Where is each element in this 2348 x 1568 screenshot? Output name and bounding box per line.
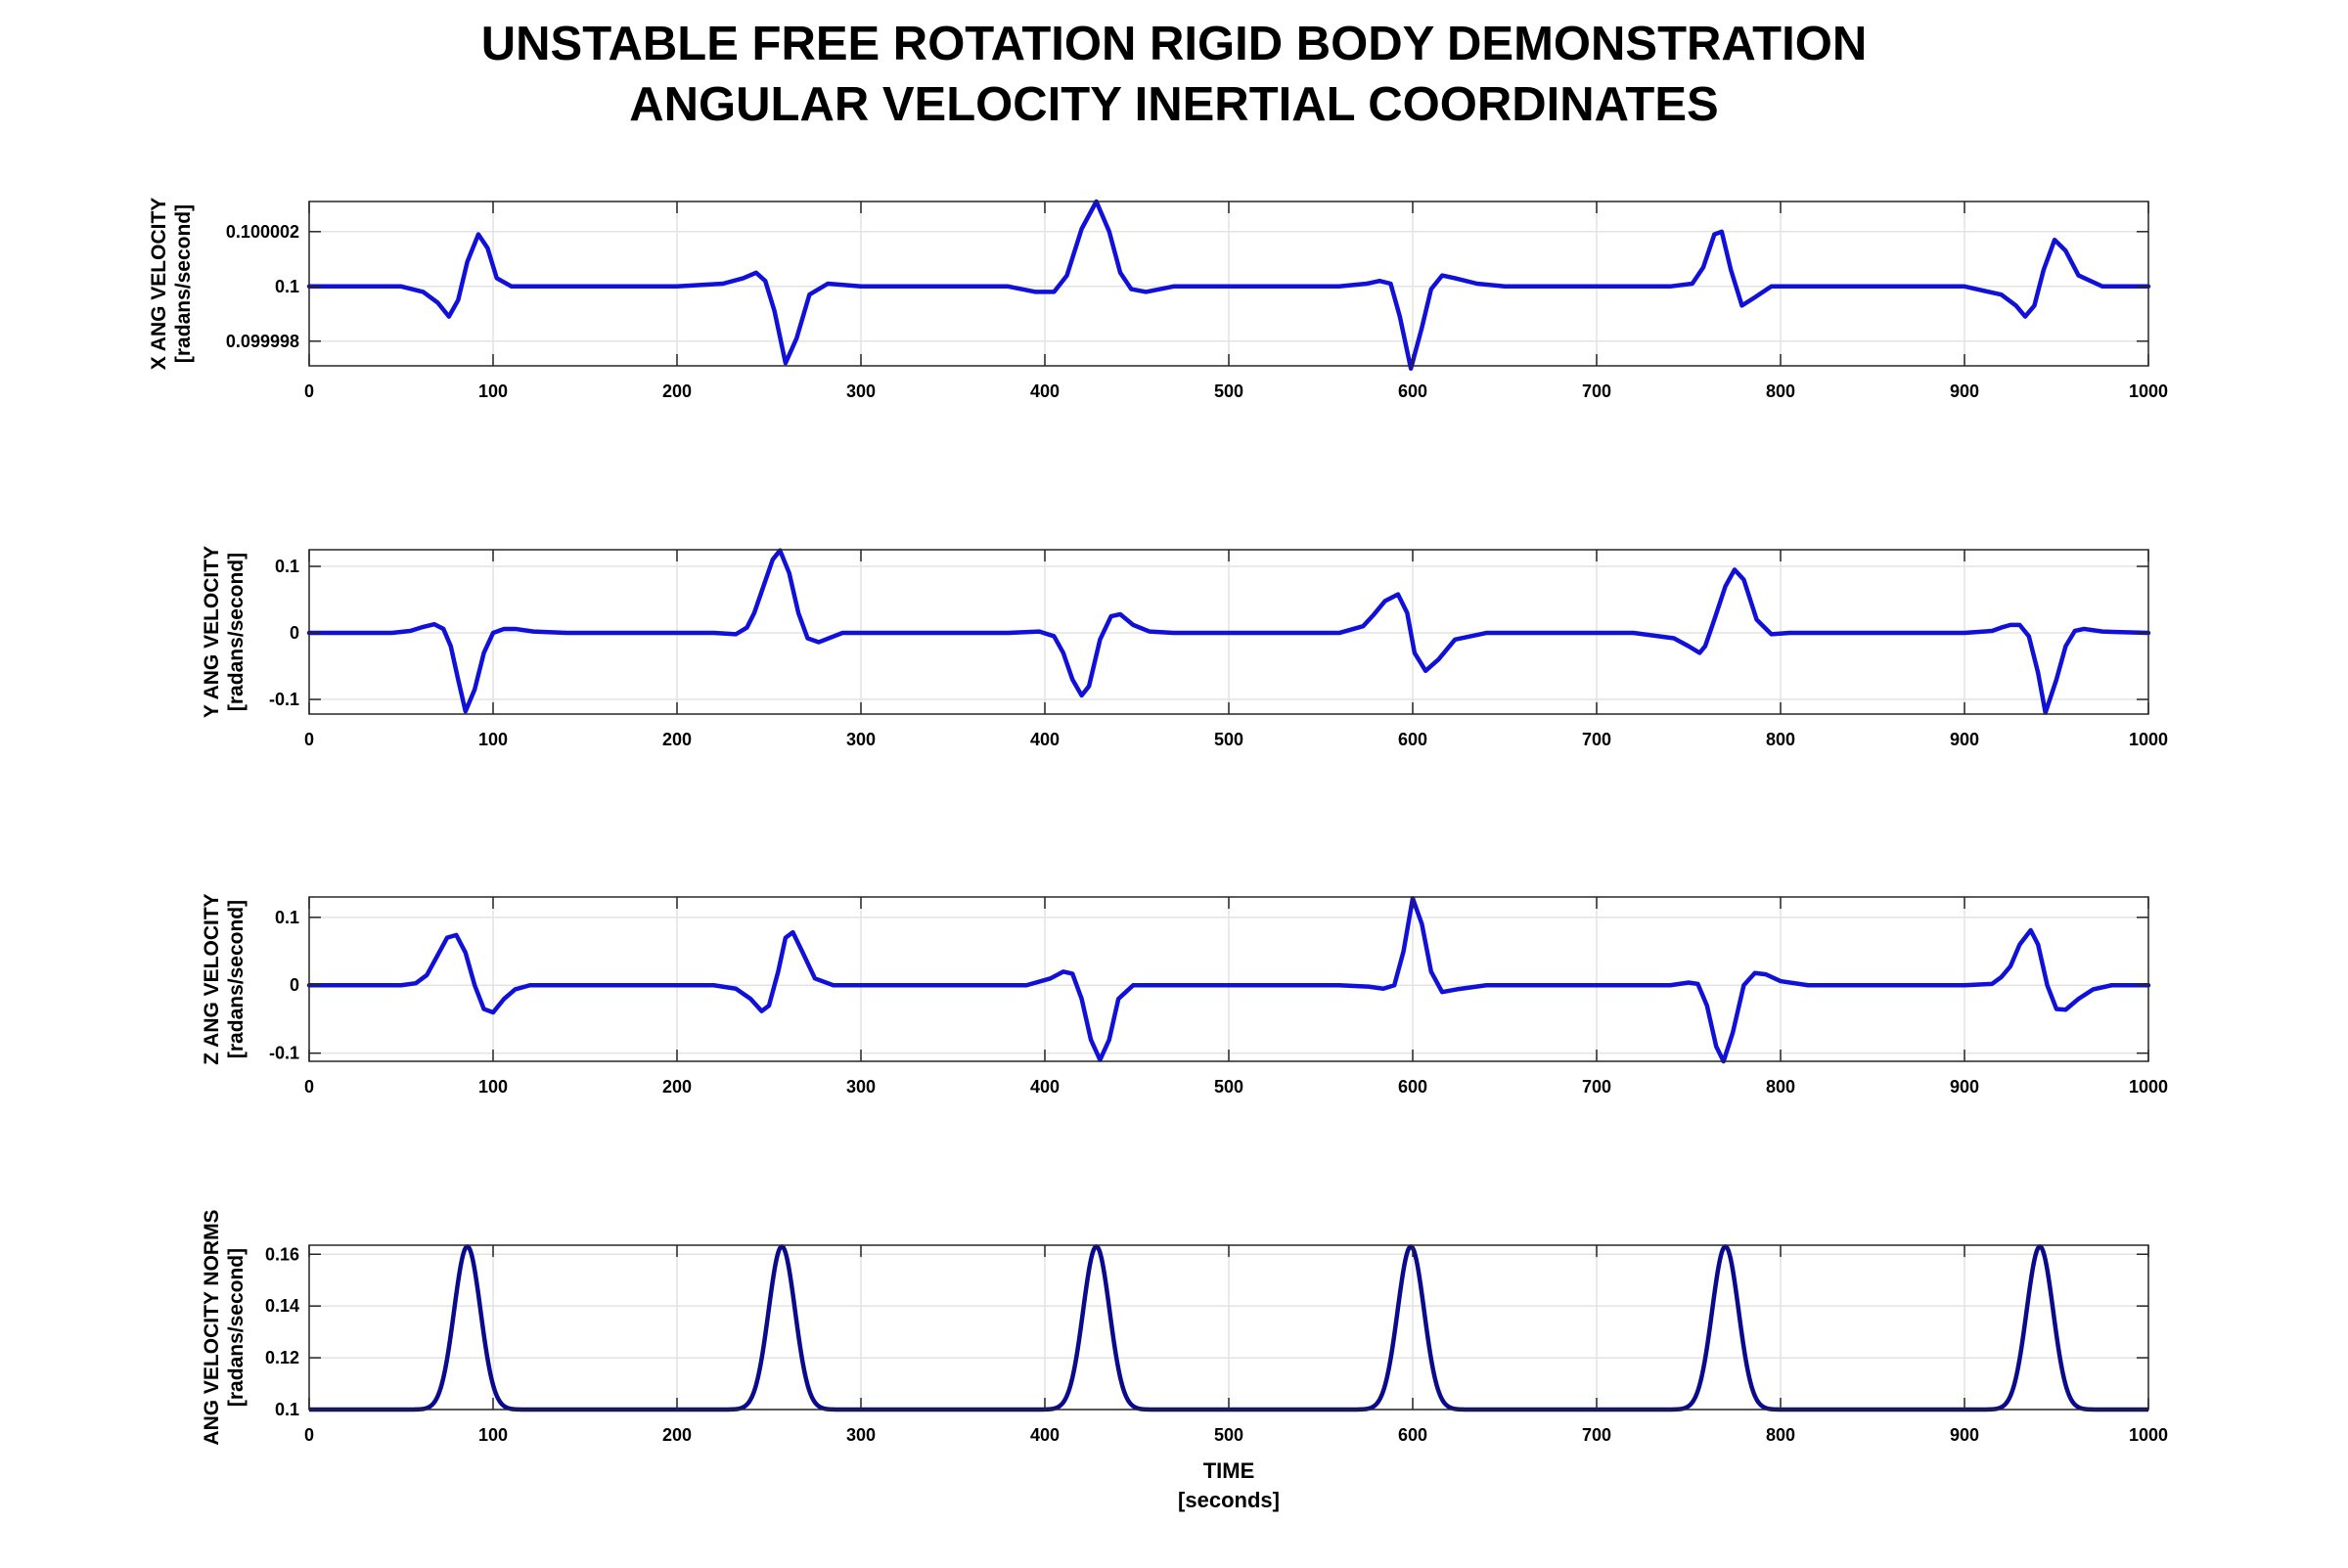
x-tick-label: 1000 — [2129, 1425, 2168, 1445]
x-tick-label: 0 — [304, 730, 314, 749]
y-tick-label: 0.16 — [265, 1244, 299, 1264]
y-tick-label: 0.1 — [275, 908, 299, 927]
x-tick-label: 400 — [1030, 381, 1060, 401]
series-line — [306, 896, 2151, 1064]
y-tick-label: -0.1 — [269, 690, 299, 709]
title-line-2: ANGULAR VELOCITY INERTIAL COORDINATES — [629, 78, 1719, 131]
y-axis-unit: [radans/second] — [172, 204, 195, 363]
x-tick-label: 100 — [478, 1077, 508, 1097]
x-tick-label: 500 — [1214, 1077, 1243, 1097]
x-tick-label: 300 — [846, 1077, 876, 1097]
y-tick-label: 0.12 — [265, 1348, 299, 1367]
x-tick-label: 900 — [1950, 1077, 1979, 1097]
x-tick-label: 400 — [1030, 1077, 1060, 1097]
figure-title: UNSTABLE FREE ROTATION RIGID BODY DEMONS… — [0, 14, 2348, 135]
x-tick-label: 600 — [1398, 381, 1427, 401]
x-tick-label: 0 — [304, 1077, 314, 1097]
x-axis-unit: [seconds] — [1178, 1488, 1280, 1512]
x-tick-label: 100 — [478, 1425, 508, 1445]
y-tick-label: 0.1 — [275, 277, 299, 296]
x-tick-label: 700 — [1582, 730, 1611, 749]
y-axis-unit: [radans/second] — [225, 1248, 248, 1407]
x-tick-label: 600 — [1398, 1425, 1427, 1445]
y-axis-label: Y ANG VELOCITY — [201, 546, 223, 718]
subplot-4: 0 100 200 300 400 500 600 700 800 900 1000 0.1 0.12 0… — [201, 1209, 2168, 1512]
subplot-3: 0 100 200 300 400 500 600 700 800 900 1000 -0.1 0 0.1… — [201, 893, 2168, 1097]
x-tick-label: 700 — [1582, 1077, 1611, 1097]
x-tick-label: 200 — [662, 1077, 692, 1097]
series-line — [306, 199, 2151, 372]
x-tick-label: 800 — [1766, 730, 1795, 749]
x-tick-label: 500 — [1214, 381, 1243, 401]
x-tick-label: 400 — [1030, 730, 1060, 749]
x-tick-label: 1000 — [2129, 1077, 2168, 1097]
series-line — [306, 548, 2151, 715]
x-tick-label: 800 — [1766, 1425, 1795, 1445]
y-tick-label: 0.099998 — [226, 332, 299, 351]
y-axis-label: Z ANG VELOCITY — [201, 893, 223, 1064]
x-tick-label: 900 — [1950, 1425, 1979, 1445]
x-tick-label: 900 — [1950, 381, 1979, 401]
y-tick-label: 0.1 — [275, 1400, 299, 1419]
x-tick-label: 0 — [304, 1425, 314, 1445]
x-tick-label: 800 — [1766, 381, 1795, 401]
x-tick-label: 900 — [1950, 730, 1979, 749]
x-tick-label: 1000 — [2129, 730, 2168, 749]
y-tick-label: 0 — [290, 975, 299, 995]
x-tick-label: 700 — [1582, 1425, 1611, 1445]
x-tick-label: 400 — [1030, 1425, 1060, 1445]
x-tick-label: 500 — [1214, 730, 1243, 749]
y-tick-label: -0.1 — [269, 1044, 299, 1063]
x-tick-label: 300 — [846, 1425, 876, 1445]
y-axis-label: ANG VELOCITY NORMS — [201, 1209, 223, 1445]
y-axis-unit: [radans/second] — [225, 553, 248, 711]
x-tick-label: 500 — [1214, 1425, 1243, 1445]
x-tick-label: 1000 — [2129, 381, 2168, 401]
x-tick-label: 200 — [662, 381, 692, 401]
x-tick-label: 800 — [1766, 1077, 1795, 1097]
x-tick-label: 0 — [304, 381, 314, 401]
y-axis-unit: [radans/second] — [225, 900, 248, 1058]
y-tick-label: 0.100002 — [226, 222, 299, 242]
y-axis-label: X ANG VELOCITY — [148, 198, 170, 371]
subplot-1: 0 100 200 300 400 500 600 700 800 900 1000 0.099998… — [148, 198, 2168, 401]
y-tick-label: 0.1 — [275, 557, 299, 576]
x-tick-label: 100 — [478, 730, 508, 749]
title-line-1: UNSTABLE FREE ROTATION RIGID BODY DEMONS… — [480, 18, 1868, 70]
x-tick-label: 700 — [1582, 381, 1611, 401]
y-tick-label: 0 — [290, 623, 299, 643]
x-tick-label: 300 — [846, 381, 876, 401]
x-tick-label: 100 — [478, 381, 508, 401]
y-tick-label: 0.14 — [265, 1296, 299, 1316]
x-tick-label: 600 — [1398, 730, 1427, 749]
x-tick-label: 300 — [846, 730, 876, 749]
x-tick-label: 200 — [662, 730, 692, 749]
x-tick-label: 600 — [1398, 1077, 1427, 1097]
x-axis-label: TIME — [1203, 1458, 1255, 1483]
x-tick-label: 200 — [662, 1425, 692, 1445]
subplot-2: 0 100 200 300 400 500 600 700 800 900 1000 -0.1 0 0.1… — [201, 546, 2168, 749]
